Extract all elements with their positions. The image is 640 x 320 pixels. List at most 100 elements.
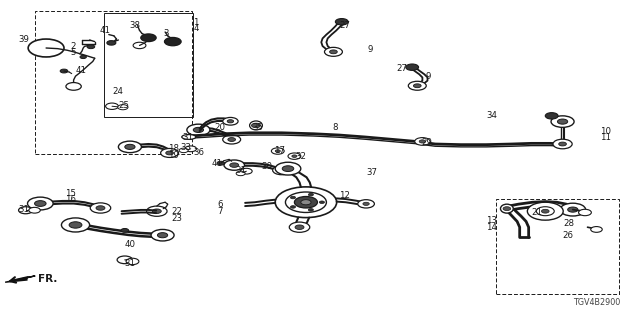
Text: 3: 3 <box>163 29 169 38</box>
Text: 31: 31 <box>125 259 136 268</box>
Circle shape <box>66 83 81 90</box>
Bar <box>35 11 192 154</box>
Circle shape <box>118 141 141 153</box>
Text: 21: 21 <box>531 208 542 217</box>
Circle shape <box>107 41 116 45</box>
Text: 5: 5 <box>70 48 76 57</box>
Text: 29: 29 <box>421 138 432 147</box>
Ellipse shape <box>500 204 513 213</box>
Text: 27: 27 <box>339 21 350 30</box>
Circle shape <box>273 166 291 175</box>
Circle shape <box>126 258 139 265</box>
Circle shape <box>579 209 591 216</box>
Circle shape <box>536 207 554 216</box>
Circle shape <box>217 161 225 165</box>
Circle shape <box>28 197 53 210</box>
Circle shape <box>147 206 167 216</box>
Circle shape <box>90 203 111 213</box>
Circle shape <box>289 222 310 232</box>
Circle shape <box>503 207 511 211</box>
Circle shape <box>358 200 374 208</box>
Text: 31: 31 <box>18 205 29 214</box>
Text: 38: 38 <box>129 21 140 30</box>
Circle shape <box>278 168 285 172</box>
Circle shape <box>35 42 58 54</box>
Circle shape <box>117 256 132 264</box>
Text: 28: 28 <box>563 220 574 228</box>
Circle shape <box>224 160 244 170</box>
Circle shape <box>282 166 294 172</box>
Circle shape <box>419 140 426 143</box>
Text: 13: 13 <box>486 216 497 225</box>
Circle shape <box>308 193 314 196</box>
Circle shape <box>236 171 245 176</box>
Text: TGV4B2900: TGV4B2900 <box>573 298 621 307</box>
Text: 33: 33 <box>180 143 191 152</box>
Text: 18: 18 <box>168 144 179 153</box>
Text: 24: 24 <box>112 87 123 96</box>
Text: 2: 2 <box>70 42 76 51</box>
Text: 17: 17 <box>274 146 285 155</box>
Circle shape <box>152 209 161 213</box>
Text: 23: 23 <box>172 214 182 223</box>
Ellipse shape <box>557 143 570 148</box>
Circle shape <box>193 127 204 132</box>
Circle shape <box>230 163 239 167</box>
Circle shape <box>157 233 168 238</box>
Circle shape <box>106 103 118 109</box>
Circle shape <box>413 84 421 88</box>
Text: 32: 32 <box>296 152 307 161</box>
Circle shape <box>559 142 566 146</box>
Circle shape <box>415 138 430 145</box>
Circle shape <box>241 168 252 174</box>
Circle shape <box>185 146 196 152</box>
Circle shape <box>28 39 64 57</box>
Circle shape <box>223 135 241 144</box>
Text: 1: 1 <box>193 18 199 27</box>
Circle shape <box>87 45 95 49</box>
Circle shape <box>227 120 234 123</box>
Text: 6: 6 <box>218 200 223 209</box>
Circle shape <box>166 151 173 155</box>
Circle shape <box>568 207 578 212</box>
Circle shape <box>275 150 280 152</box>
Text: 10: 10 <box>600 127 611 136</box>
Circle shape <box>179 148 188 153</box>
Ellipse shape <box>250 121 262 130</box>
Text: 41: 41 <box>76 66 86 75</box>
Text: 8: 8 <box>333 124 339 132</box>
Text: 40: 40 <box>125 240 136 249</box>
Circle shape <box>19 207 33 214</box>
Circle shape <box>35 201 46 206</box>
Circle shape <box>288 153 301 159</box>
Circle shape <box>69 222 82 228</box>
Text: 37: 37 <box>366 168 377 177</box>
Circle shape <box>80 55 86 59</box>
Bar <box>104 13 193 117</box>
Circle shape <box>118 105 128 110</box>
Bar <box>496 199 619 294</box>
Circle shape <box>275 162 301 175</box>
Circle shape <box>151 229 174 241</box>
Circle shape <box>61 218 90 232</box>
Text: 31: 31 <box>236 166 246 175</box>
Circle shape <box>291 196 296 199</box>
Circle shape <box>164 37 181 46</box>
Text: 20: 20 <box>214 124 225 132</box>
Circle shape <box>292 155 297 157</box>
Circle shape <box>291 206 296 208</box>
Circle shape <box>275 187 337 218</box>
Circle shape <box>271 148 284 154</box>
Text: 41: 41 <box>211 159 222 168</box>
Text: 36: 36 <box>193 148 204 157</box>
Circle shape <box>557 119 568 124</box>
Circle shape <box>187 124 210 136</box>
Text: 9: 9 <box>426 72 431 81</box>
Text: 14: 14 <box>486 223 497 232</box>
Circle shape <box>133 42 146 49</box>
Text: 31: 31 <box>182 133 193 142</box>
Polygon shape <box>5 276 35 282</box>
Text: 41: 41 <box>99 26 110 35</box>
Circle shape <box>125 144 135 149</box>
Circle shape <box>541 209 549 213</box>
